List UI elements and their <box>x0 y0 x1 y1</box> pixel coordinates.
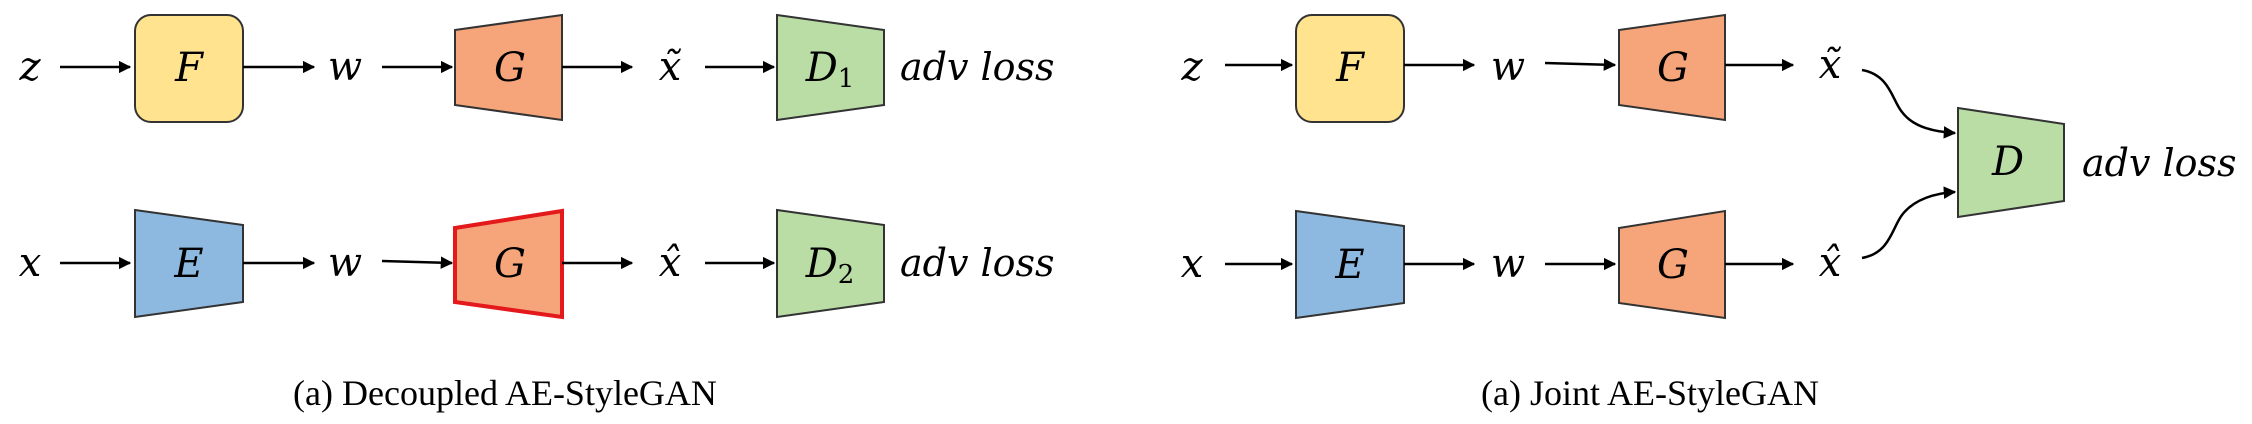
right-bottom-output-xhat: x̂ <box>1819 240 1842 286</box>
left-bottom-input-x: x <box>19 240 42 286</box>
mapping-network-label: F <box>1335 45 1365 91</box>
right-bottom-input-x: x <box>1181 241 1204 287</box>
discriminator-2-label: D2 <box>805 241 855 290</box>
mapping-network-box <box>1295 14 1405 123</box>
left-top-output-xtilde: x̃ <box>659 44 682 90</box>
encoder-label: E <box>173 241 203 287</box>
generator-label: G <box>1657 242 1689 288</box>
joint-panel: z F w G x̃ x E w G x̂ D adv loss (a) Joi… <box>1180 13 2237 413</box>
left-bottom-latent-w: w <box>328 240 362 286</box>
generator-label: G <box>494 241 526 287</box>
left-bottom-output-xhat: x̂ <box>659 240 682 286</box>
mapping-network-label: F <box>174 45 204 91</box>
right-top-output-xtilde: x̃ <box>1819 42 1842 88</box>
shared-discriminator-label: D <box>1991 139 2024 185</box>
encoder-trapezoid <box>134 208 244 319</box>
discriminator-1-label: D1 <box>805 45 855 94</box>
shared-discriminator-trapezoid <box>1957 106 2065 219</box>
curved-arrow-to-discriminator <box>1861 186 1957 260</box>
generator-label: G <box>1657 45 1689 91</box>
discriminator-2-trapezoid <box>776 208 885 319</box>
generator-label: G <box>494 45 526 91</box>
left-caption: (a) Decoupled AE-StyleGAN <box>293 373 717 413</box>
mapping-network-box <box>134 14 244 123</box>
curved-arrow-to-discriminator <box>1861 68 1957 139</box>
generator-trapezoid <box>1618 13 1726 122</box>
decoupled-panel: z F w G x̃ D1 adv loss x E w G x̂ D2 adv… <box>18 13 1055 413</box>
right-top-input-z: z <box>1180 44 1203 90</box>
left-top-latent-w: w <box>328 44 362 90</box>
discriminator-1-trapezoid <box>776 13 885 122</box>
generator-trapezoid <box>1618 209 1726 320</box>
left-top-input-z: z <box>18 44 41 90</box>
arrow <box>1544 58 1617 71</box>
left-bottom-adv-loss: adv loss <box>900 241 1055 285</box>
generator-trapezoid <box>454 13 563 122</box>
encoder-label: E <box>1334 242 1364 288</box>
right-adv-loss: adv loss <box>2082 141 2237 185</box>
generator-highlighted-trapezoid <box>453 208 564 320</box>
right-caption: (a) Joint AE-StyleGAN <box>1481 373 1819 413</box>
left-top-adv-loss: adv loss <box>900 45 1055 89</box>
encoder-trapezoid <box>1295 209 1405 320</box>
right-bottom-latent-w: w <box>1491 241 1525 287</box>
right-top-latent-w: w <box>1491 44 1525 90</box>
arrow <box>381 256 454 269</box>
